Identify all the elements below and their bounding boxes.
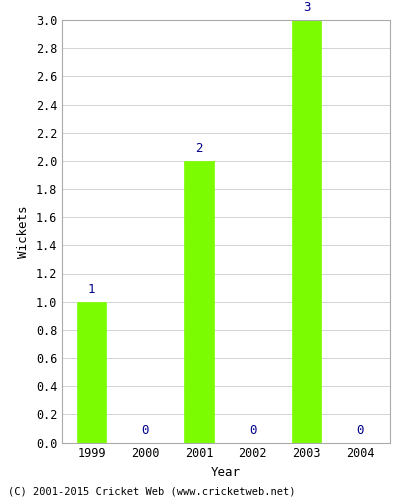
Text: 0: 0: [249, 424, 257, 437]
Text: 0: 0: [356, 424, 364, 437]
Text: 2: 2: [195, 142, 203, 155]
Text: 3: 3: [303, 2, 310, 15]
Bar: [184, 161, 214, 442]
Text: 0: 0: [142, 424, 149, 437]
Y-axis label: Wickets: Wickets: [17, 205, 30, 258]
Bar: [77, 302, 106, 442]
X-axis label: Year: Year: [211, 466, 241, 479]
Text: (C) 2001-2015 Cricket Web (www.cricketweb.net): (C) 2001-2015 Cricket Web (www.cricketwe…: [8, 487, 296, 497]
Text: 1: 1: [88, 283, 96, 296]
Bar: [292, 20, 321, 442]
